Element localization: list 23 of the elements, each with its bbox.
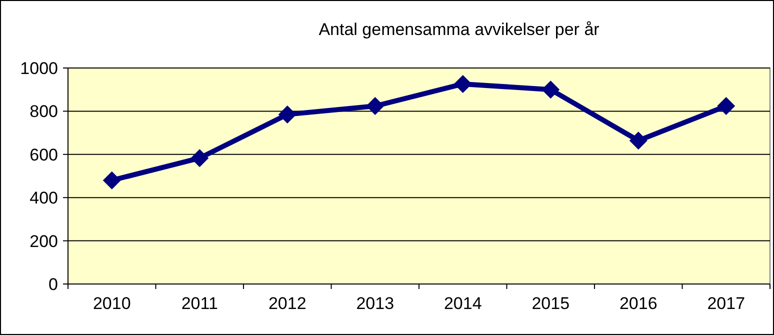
chart-title: Antal gemensamma avvikelser per år	[318, 20, 600, 39]
point	[102, 171, 121, 190]
y-tick-label: 600	[30, 145, 58, 164]
point	[190, 149, 209, 168]
point	[542, 80, 560, 99]
y-tick-label: 200	[30, 232, 58, 251]
point	[454, 74, 472, 93]
y-tick-label: 1000	[20, 58, 58, 78]
x-tick-label: 2012	[268, 294, 306, 313]
y-tick-label: 0	[48, 274, 58, 294]
x-tick-label: 2011	[181, 294, 218, 313]
y-tick-label: 400	[30, 188, 58, 208]
point	[717, 97, 736, 116]
x-tick-label: 2010	[92, 294, 131, 313]
y-tick-label: 800	[30, 102, 58, 122]
x-tick-label: 2015	[532, 294, 570, 313]
x-tick-label: 2013	[356, 294, 394, 313]
point	[629, 132, 648, 150]
point	[366, 97, 384, 116]
point	[278, 105, 296, 124]
x-tick-label: 2014	[444, 294, 482, 313]
x-tick-label: 2017	[707, 294, 746, 313]
x-tick-label: 2016	[619, 294, 658, 313]
